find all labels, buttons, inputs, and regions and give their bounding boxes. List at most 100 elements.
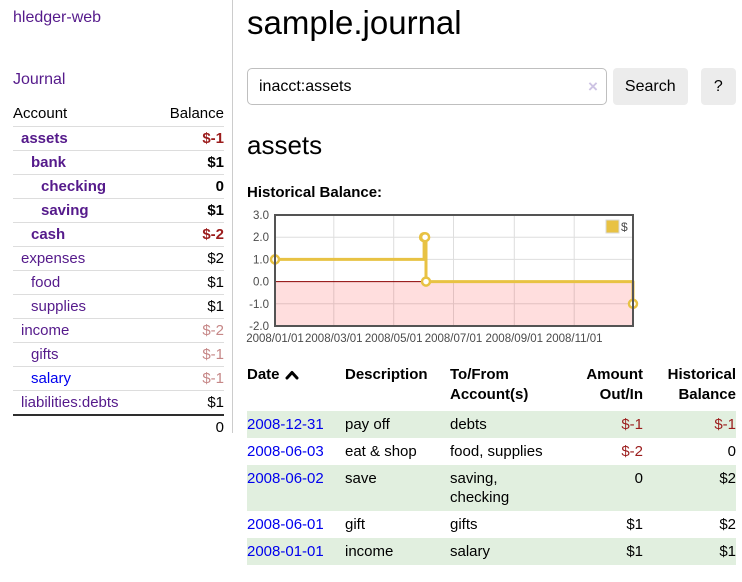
sidebar-account-link[interactable]: cash (31, 226, 66, 243)
account-balance: $2 (207, 250, 224, 267)
account-balance: $1 (207, 394, 224, 411)
search-input-wrap: × (247, 68, 607, 105)
account-balance: $1 (207, 298, 224, 315)
y-axis-tick-label: 2.0 (253, 232, 269, 244)
page-title: sample.journal (247, 4, 462, 41)
sidebar-account-link[interactable]: saving (41, 202, 89, 219)
account-balance: $1 (207, 274, 224, 291)
transaction-accounts: food, supplies (450, 443, 543, 460)
transaction-date-link[interactable]: 2008-06-01 (247, 516, 324, 533)
transaction-amount: $1 (626, 516, 643, 533)
x-axis-tick-label: 2008/01/01 (246, 333, 304, 345)
account-row: liabilities:debts $1 (13, 390, 224, 416)
legend-swatch (605, 219, 620, 234)
account-page-title: assets (247, 130, 323, 160)
legend-label: $ (621, 220, 628, 234)
accounts-total-value: 0 (215, 419, 224, 436)
transaction-balance: $1 (719, 543, 736, 560)
register-row: 2008-06-03 eat & shop food, supplies $-2 0 (247, 438, 736, 465)
sidebar-account-link[interactable]: salary (31, 370, 72, 387)
accounts-table: Account Balance assets $-1 bank $1 checking 0… (13, 103, 224, 439)
register-header-balance: Historical Balance (667, 366, 736, 403)
search-form: × Search ? (247, 68, 736, 105)
account-row: cash $-2 (13, 222, 224, 247)
y-axis-tick-label: 3.0 (253, 210, 269, 222)
x-axis-tick-label: 2008/03/01 (305, 333, 363, 345)
account-row: checking 0 (13, 174, 224, 199)
transaction-amount: 0 (634, 470, 643, 487)
y-axis-tick-label: -2.0 (249, 321, 269, 333)
chart-frame (274, 214, 634, 327)
account-balance: $1 (207, 202, 224, 219)
account-balance: $-2 (202, 322, 224, 339)
sidebar-account-link[interactable]: expenses (21, 250, 86, 267)
transaction-date-link[interactable]: 2008-06-03 (247, 443, 324, 460)
transaction-amount: $1 (626, 543, 643, 560)
account-row: bank $1 (13, 150, 224, 175)
accounts-header-row: Account Balance (13, 103, 224, 127)
accounts-header-balance: Balance (169, 105, 224, 122)
sidebar-account-link[interactable]: supplies (31, 298, 87, 315)
transaction-balance: 0 (727, 443, 736, 460)
x-axis-tick-label: 2008/09/01 (486, 333, 544, 345)
sidebar-account-link[interactable]: assets (21, 130, 68, 147)
sidebar-account-link[interactable]: liabilities:debts (21, 394, 119, 411)
chart-title: Historical Balance: (247, 184, 383, 201)
sidebar-account-link[interactable]: food (31, 274, 61, 291)
y-axis-tick-label: -1.0 (249, 299, 269, 311)
transaction-amount: $-1 (621, 416, 643, 433)
account-row: saving $1 (13, 198, 224, 223)
data-point-marker (420, 276, 432, 287)
register-header-date[interactable]: Date (247, 363, 345, 411)
transaction-date-link[interactable]: 2008-06-02 (247, 470, 324, 487)
register-row: 2008-01-01 income salary $1 $1 (247, 538, 736, 565)
register-row: 2008-06-02 save saving, checking 0 $2 (247, 465, 736, 511)
sidebar-account-link[interactable]: income (21, 322, 70, 339)
sidebar-nav: Journal (13, 71, 224, 89)
main-content: sample.journal × Search ? assets Histori… (246, 0, 736, 565)
register-header-accounts: To/From Account(s) (450, 366, 529, 403)
transaction-description: save (345, 470, 377, 487)
account-balance: $-1 (202, 130, 224, 147)
register-header-amount: Amount Out/In (586, 366, 643, 403)
transaction-balance: $2 (719, 516, 736, 533)
register-table: Date Description To/From Account(s) Amou… (247, 363, 736, 565)
accounts-header-account: Account (13, 105, 68, 122)
transaction-date-link[interactable]: 2008-12-31 (247, 416, 324, 433)
account-row: food $1 (13, 270, 224, 295)
transaction-description: eat & shop (345, 443, 417, 460)
account-row: expenses $2 (13, 246, 224, 271)
account-row: supplies $1 (13, 294, 224, 319)
nav-journal-link[interactable]: Journal (13, 71, 66, 88)
account-balance: $1 (207, 154, 224, 171)
register-row: 2008-06-01 gift gifts $1 $2 (247, 511, 736, 538)
sidebar-account-link[interactable]: checking (41, 178, 107, 195)
account-balance: 0 (215, 178, 224, 195)
search-button[interactable]: Search (612, 68, 688, 105)
account-row: income $-2 (13, 318, 224, 343)
account-balance: $-2 (202, 226, 224, 243)
x-axis-tick-label: 2008/11/01 (546, 333, 603, 345)
account-row: gifts $-1 (13, 342, 224, 367)
sidebar-account-link[interactable]: bank (31, 154, 67, 171)
accounts-total-row: 0 (13, 415, 224, 439)
register-row: 2008-12-31 pay off debts $-1 $-1 (247, 411, 736, 438)
help-button[interactable]: ? (700, 68, 736, 105)
sidebar-account-link[interactable]: gifts (31, 346, 59, 363)
account-balance: $-1 (202, 346, 224, 363)
sort-ascending-icon (285, 371, 299, 380)
clear-search-icon[interactable]: × (587, 77, 598, 96)
app-title-link[interactable]: hledger-web (13, 9, 102, 26)
transaction-accounts: saving, checking (450, 470, 510, 506)
data-point-marker (419, 231, 431, 243)
transaction-description: pay off (345, 416, 390, 433)
y-axis-tick-label: 0.0 (253, 277, 269, 289)
search-input[interactable] (247, 68, 607, 105)
transaction-accounts: salary (450, 543, 491, 560)
transaction-date-link[interactable]: 2008-01-01 (247, 543, 324, 560)
account-row: assets $-1 (13, 126, 224, 151)
transaction-description: gift (345, 516, 366, 533)
x-axis-tick-label: 2008/07/01 (425, 333, 483, 345)
transaction-balance: $2 (719, 470, 736, 487)
